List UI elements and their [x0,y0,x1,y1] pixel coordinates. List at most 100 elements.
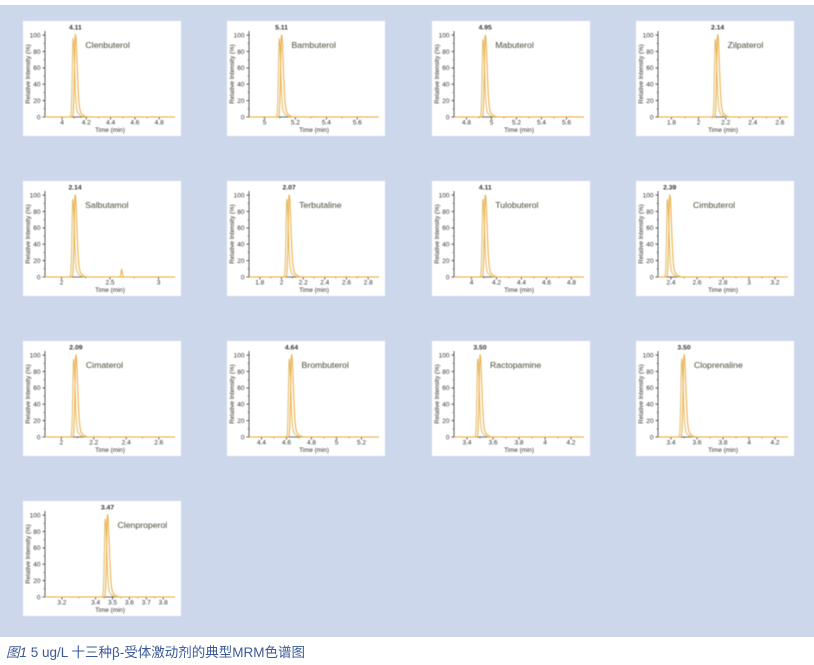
svg-text:4: 4 [543,440,547,447]
svg-text:3.7: 3.7 [142,600,151,607]
svg-text:80: 80 [646,369,654,376]
svg-text:80: 80 [442,369,450,376]
svg-text:100: 100 [234,192,245,199]
svg-text:Time (min): Time (min) [708,447,738,454]
svg-text:20: 20 [237,418,245,425]
svg-text:2: 2 [60,280,64,287]
svg-text:20: 20 [237,258,245,265]
svg-text:40: 40 [33,562,41,569]
svg-text:Relative Intensity (%): Relative Intensity (%) [25,364,32,424]
svg-text:100: 100 [30,192,41,199]
svg-text:4.11: 4.11 [479,185,492,192]
svg-text:3.4: 3.4 [666,440,675,447]
svg-text:60: 60 [33,65,41,72]
svg-text:60: 60 [442,65,450,72]
svg-text:2.2: 2.2 [89,440,98,447]
svg-text:60: 60 [442,385,450,392]
svg-text:100: 100 [30,352,41,359]
svg-text:80: 80 [33,49,41,56]
svg-text:2.39: 2.39 [663,185,676,192]
svg-text:20: 20 [33,578,41,585]
svg-text:4.4: 4.4 [106,120,115,127]
svg-text:60: 60 [646,65,654,72]
svg-text:Relative Intensity (%): Relative Intensity (%) [638,364,645,424]
svg-text:Bambuterol: Bambuterol [292,40,336,50]
svg-text:4.8: 4.8 [462,120,471,127]
svg-text:Cimaterol: Cimaterol [86,360,123,370]
svg-text:0: 0 [241,434,245,441]
svg-text:2.07: 2.07 [282,185,295,192]
svg-text:4.6: 4.6 [282,440,291,447]
svg-text:Mabuterol: Mabuterol [495,40,534,50]
svg-text:20: 20 [442,98,450,105]
svg-text:4.2: 4.2 [566,440,575,447]
svg-text:2.4: 2.4 [122,440,131,447]
svg-text:Relative Intensity (%): Relative Intensity (%) [229,364,236,424]
svg-text:4.2: 4.2 [82,120,91,127]
svg-text:80: 80 [33,369,41,376]
svg-text:5.11: 5.11 [275,25,288,32]
svg-text:0: 0 [37,594,41,601]
svg-text:100: 100 [439,352,450,359]
svg-text:4: 4 [470,280,474,287]
svg-text:2.14: 2.14 [68,185,81,192]
svg-text:20: 20 [646,258,654,265]
svg-text:3.47: 3.47 [101,505,114,512]
svg-text:5: 5 [490,120,494,127]
svg-text:Time (min): Time (min) [299,127,329,134]
svg-text:4: 4 [60,120,64,127]
svg-text:2: 2 [59,440,63,447]
svg-text:3: 3 [157,280,161,287]
svg-text:Relative Intensity (%): Relative Intensity (%) [434,44,441,104]
svg-text:3.50: 3.50 [473,345,486,352]
svg-text:20: 20 [33,98,41,105]
svg-text:4: 4 [747,440,751,447]
svg-text:3.6: 3.6 [692,440,701,447]
svg-text:0: 0 [241,274,245,281]
svg-text:Time (min): Time (min) [95,287,125,294]
svg-text:80: 80 [33,529,41,536]
svg-text:4.4: 4.4 [517,280,526,287]
svg-text:0: 0 [650,274,654,281]
svg-text:3.8: 3.8 [514,440,523,447]
svg-text:5.2: 5.2 [357,440,366,447]
svg-text:3.2: 3.2 [57,600,66,607]
svg-text:3.8: 3.8 [159,600,168,607]
svg-text:100: 100 [30,512,41,519]
svg-text:4.2: 4.2 [492,280,501,287]
svg-text:60: 60 [646,385,654,392]
svg-text:4.4: 4.4 [257,440,266,447]
svg-text:40: 40 [33,242,41,249]
svg-text:2.6: 2.6 [342,280,351,287]
svg-text:0: 0 [241,114,245,121]
svg-text:100: 100 [234,32,245,39]
svg-text:5.6: 5.6 [562,120,571,127]
svg-text:0: 0 [650,114,654,121]
svg-text:80: 80 [646,209,654,216]
svg-text:60: 60 [237,225,245,232]
svg-text:Relative Intensity (%): Relative Intensity (%) [434,364,441,424]
svg-text:Time (min): Time (min) [95,607,125,614]
svg-text:3.6: 3.6 [488,440,497,447]
svg-text:Relative Intensity (%): Relative Intensity (%) [25,44,32,104]
svg-text:100: 100 [643,32,654,39]
svg-text:80: 80 [237,49,245,56]
svg-text:4.8: 4.8 [155,120,164,127]
svg-text:40: 40 [646,402,654,409]
svg-text:2.6: 2.6 [154,440,163,447]
svg-text:20: 20 [442,418,450,425]
svg-text:3.5: 3.5 [108,600,117,607]
svg-text:Relative Intensity (%): Relative Intensity (%) [25,204,32,264]
svg-text:40: 40 [646,82,654,89]
svg-text:60: 60 [442,225,450,232]
svg-text:2.8: 2.8 [718,280,727,287]
svg-text:5.2: 5.2 [512,120,521,127]
svg-text:40: 40 [237,242,245,249]
svg-text:40: 40 [646,242,654,249]
svg-text:0: 0 [37,434,41,441]
svg-text:0: 0 [37,274,41,281]
svg-text:0: 0 [650,434,654,441]
svg-text:2.4: 2.4 [748,120,757,127]
svg-text:Time (min): Time (min) [504,127,534,134]
svg-text:80: 80 [33,209,41,216]
